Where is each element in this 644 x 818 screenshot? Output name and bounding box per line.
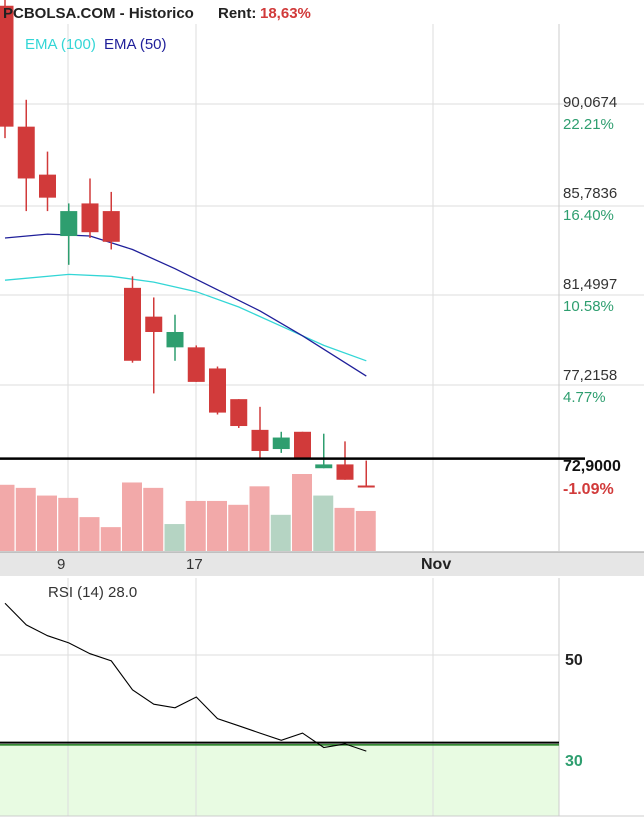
candle: [60, 203, 78, 265]
volume-bar: [292, 474, 312, 551]
volume-bar: [100, 527, 121, 551]
candlesticks: [0, 0, 375, 488]
volume-bar: [334, 507, 355, 551]
volume-bar: [185, 500, 206, 551]
candle: [124, 276, 141, 363]
candle: [336, 441, 354, 480]
price-axis: 90,0674 22.21% 85,7836 16.40% 81,4997 10…: [563, 94, 621, 498]
ema-100-line: [4, 273, 367, 362]
pct-tick-label: 16.40%: [563, 207, 614, 224]
candle-body: [294, 431, 311, 459]
volume-bar: [37, 495, 57, 551]
ema-lines: [4, 233, 367, 377]
candle: [166, 314, 184, 361]
rsi-panel: RSI (14) 28.0 50 30: [0, 578, 583, 816]
pct-tick-label: 10.58%: [563, 298, 614, 315]
candle-body: [39, 174, 56, 198]
candle-body: [0, 5, 14, 127]
candle: [81, 178, 99, 238]
candle: [272, 431, 290, 453]
candle: [0, 0, 14, 139]
candle-body: [209, 368, 226, 413]
volume-bar: [0, 484, 15, 551]
candle-body: [166, 331, 184, 348]
candle-body: [81, 203, 99, 233]
candle: [102, 191, 120, 250]
candle-body: [251, 429, 269, 451]
candle: [357, 460, 375, 488]
last-price-pct: -1.09%: [563, 481, 614, 498]
volume-bar: [228, 504, 249, 551]
last-price-label: 72,9000: [563, 458, 621, 475]
x-axis-band: [0, 552, 644, 576]
candle-body: [272, 437, 290, 450]
candle-body: [187, 347, 205, 382]
candle: [17, 99, 35, 212]
price-tick-label: 85,7836: [563, 185, 617, 202]
rsi-tick-label: 50: [565, 652, 583, 669]
candle-body: [315, 464, 333, 469]
volume-bar: [122, 482, 142, 551]
x-tick-label: 9: [57, 556, 65, 573]
candle-body: [357, 485, 375, 488]
candle: [209, 366, 226, 415]
volume-bar: [143, 487, 164, 551]
candle: [230, 399, 248, 428]
legend-ema-100: EMA (100): [25, 36, 96, 53]
candle: [251, 406, 269, 459]
candle-body: [124, 287, 141, 361]
candle: [39, 151, 56, 212]
main-price-grid: [0, 24, 644, 551]
candle-body: [230, 399, 248, 427]
legend-ema-50: EMA (50): [104, 36, 167, 53]
candle-body: [336, 464, 354, 480]
price-tick-label: 90,0674: [563, 94, 617, 111]
rsi-oversold-zone: [0, 743, 559, 816]
volume-bar: [270, 514, 291, 551]
candle: [294, 431, 311, 459]
x-tick-label: Nov: [421, 556, 451, 573]
volume-bar: [313, 495, 334, 551]
volume-bars: [0, 474, 376, 551]
volume-bar: [164, 524, 185, 551]
price-tick-label: 77,2158: [563, 367, 617, 384]
candle: [315, 433, 333, 469]
legend: EMA (100) EMA (50): [25, 36, 167, 53]
volume-bar: [79, 517, 100, 551]
volume-bar: [249, 486, 270, 551]
volume-bar: [15, 487, 36, 551]
brand-title: PCBOLSA.COM - Historico: [3, 5, 194, 22]
candle-body: [102, 211, 120, 242]
rsi-title: RSI (14) 28.0: [48, 584, 137, 601]
volume-bar: [58, 497, 79, 551]
volume-bar: [355, 510, 376, 551]
pct-tick-label: 22.21%: [563, 116, 614, 133]
rent-label: Rent:: [218, 5, 256, 22]
chart-header: PCBOLSA.COM - Historico Rent: 18,63%: [3, 5, 311, 22]
candle: [187, 345, 205, 382]
pct-tick-label: 4.77%: [563, 389, 606, 406]
rsi-line: [4, 602, 367, 752]
price-tick-label: 81,4997: [563, 276, 617, 293]
candle: [145, 297, 163, 394]
candle-body: [17, 126, 35, 179]
candle-body: [145, 316, 163, 332]
x-tick-label: 17: [186, 556, 203, 573]
candle-body: [60, 211, 78, 237]
ema-50-line: [4, 233, 367, 377]
rsi-tick-label: 30: [565, 753, 583, 770]
volume-bar: [207, 500, 227, 551]
rent-value: 18,63%: [260, 5, 311, 22]
